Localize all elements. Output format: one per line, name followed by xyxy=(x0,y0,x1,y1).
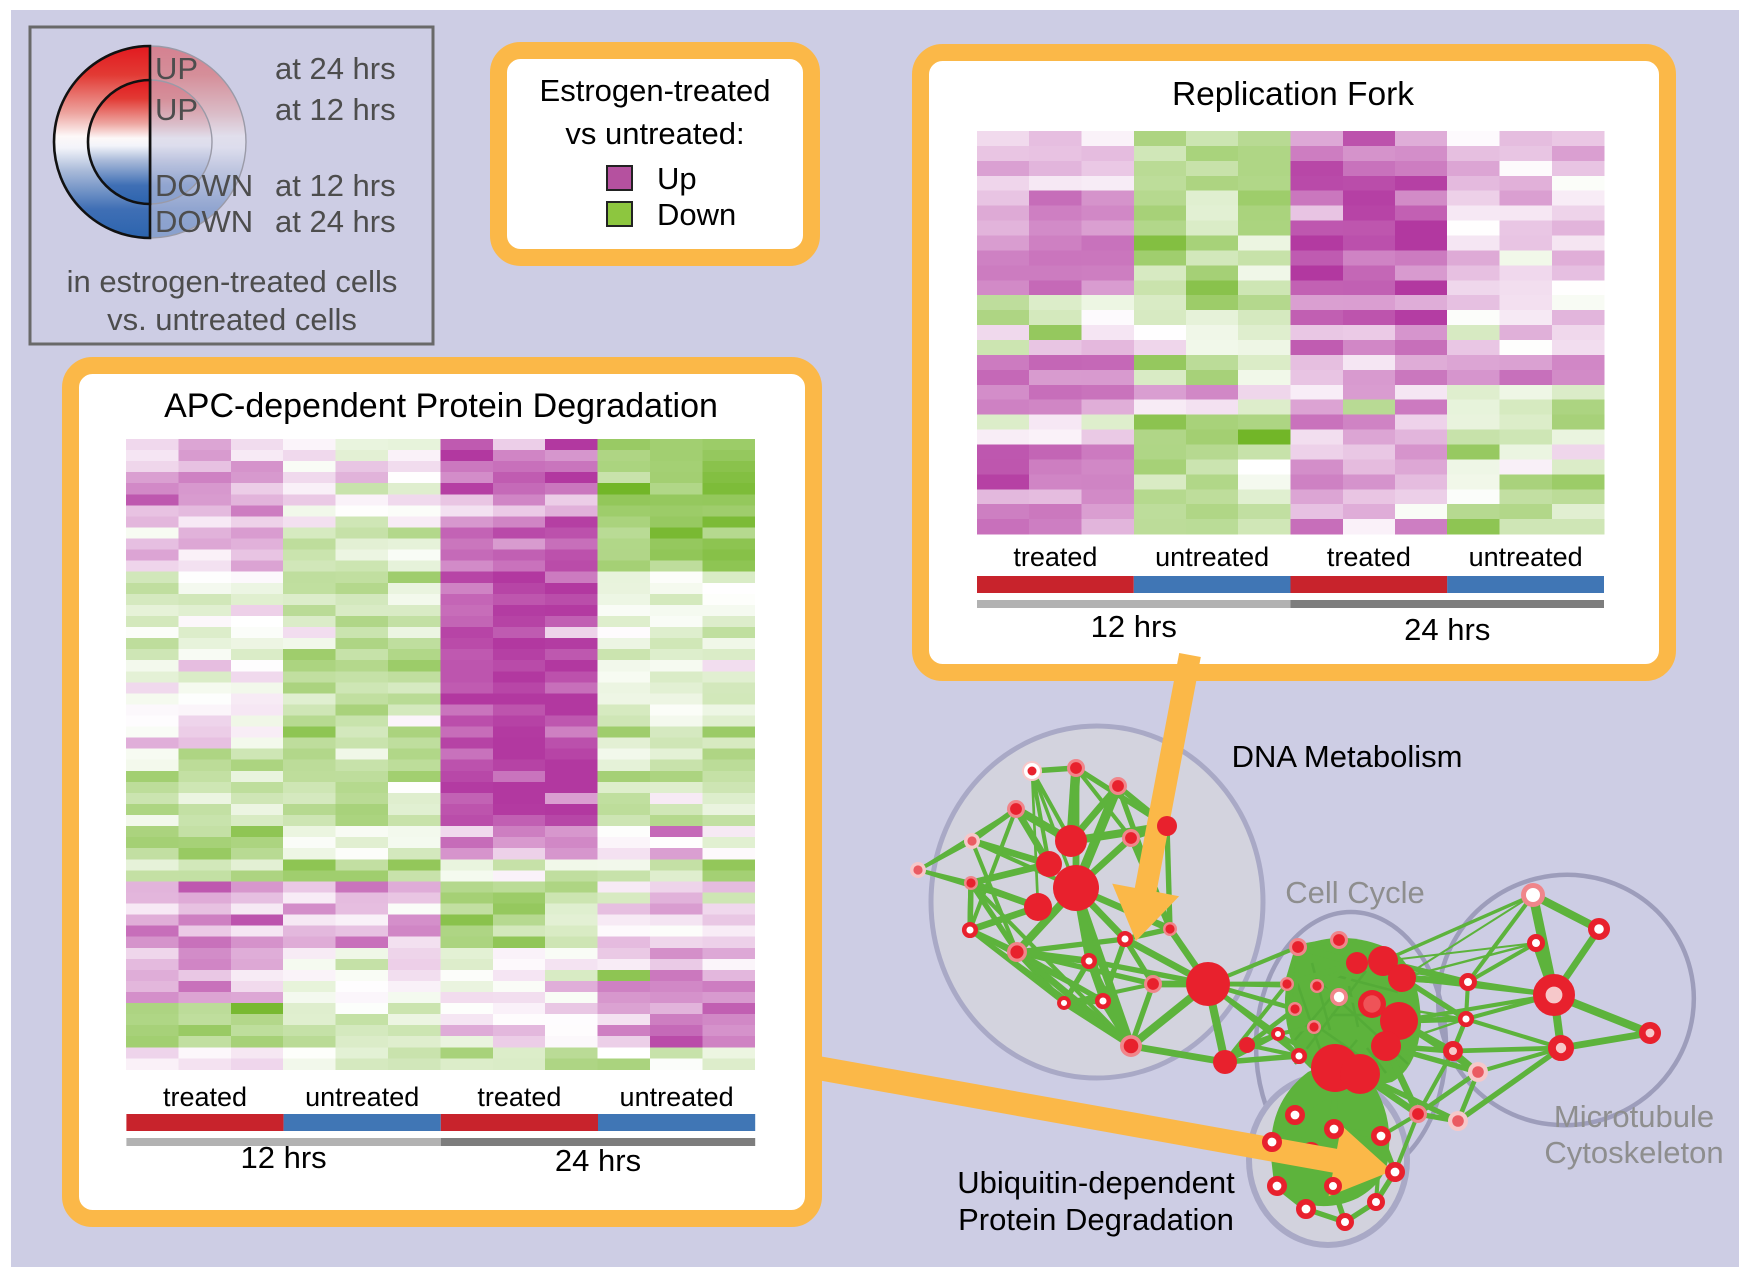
svg-text:UP: UP xyxy=(155,92,198,127)
svg-text:12 hrs: 12 hrs xyxy=(241,1140,327,1175)
svg-text:Protein Degradation: Protein Degradation xyxy=(958,1202,1234,1237)
svg-text:Ubiquitin-dependent: Ubiquitin-dependent xyxy=(957,1165,1235,1200)
svg-text:untreated: untreated xyxy=(620,1082,734,1112)
svg-text:treated: treated xyxy=(1327,542,1411,572)
svg-text:Microtubule: Microtubule xyxy=(1554,1099,1714,1134)
svg-text:UP: UP xyxy=(155,51,198,86)
svg-text:treated: treated xyxy=(163,1082,247,1112)
svg-text:24 hrs: 24 hrs xyxy=(1404,612,1490,647)
svg-text:Estrogen-treated: Estrogen-treated xyxy=(540,73,771,108)
svg-text:DOWN: DOWN xyxy=(155,204,253,239)
svg-text:at 24 hrs: at 24 hrs xyxy=(275,204,396,239)
svg-text:Replication Fork: Replication Fork xyxy=(1172,76,1414,113)
svg-text:Cytoskeleton: Cytoskeleton xyxy=(1544,1135,1723,1170)
svg-text:treated: treated xyxy=(477,1082,561,1112)
svg-text:untreated: untreated xyxy=(1469,542,1583,572)
svg-text:at 12 hrs: at 12 hrs xyxy=(275,168,396,203)
svg-text:at 12 hrs: at 12 hrs xyxy=(275,92,396,127)
svg-text:vs untreated:: vs untreated: xyxy=(565,116,744,151)
svg-text:12 hrs: 12 hrs xyxy=(1091,609,1177,644)
svg-text:Cell Cycle: Cell Cycle xyxy=(1285,875,1425,910)
svg-text:DOWN: DOWN xyxy=(155,168,253,203)
svg-text:at 24 hrs: at 24 hrs xyxy=(275,51,396,86)
svg-text:untreated: untreated xyxy=(1155,542,1269,572)
svg-text:vs. untreated cells: vs. untreated cells xyxy=(107,302,357,337)
svg-text:DNA Metabolism: DNA Metabolism xyxy=(1232,739,1463,774)
svg-text:in estrogen-treated cells: in estrogen-treated cells xyxy=(67,264,398,299)
svg-text:Up: Up xyxy=(657,161,697,196)
svg-text:24 hrs: 24 hrs xyxy=(555,1143,641,1178)
svg-text:Down: Down xyxy=(657,197,736,232)
svg-text:treated: treated xyxy=(1013,542,1097,572)
svg-text:untreated: untreated xyxy=(305,1082,419,1112)
svg-text:APC-dependent Protein Degradat: APC-dependent Protein Degradation xyxy=(164,387,718,425)
